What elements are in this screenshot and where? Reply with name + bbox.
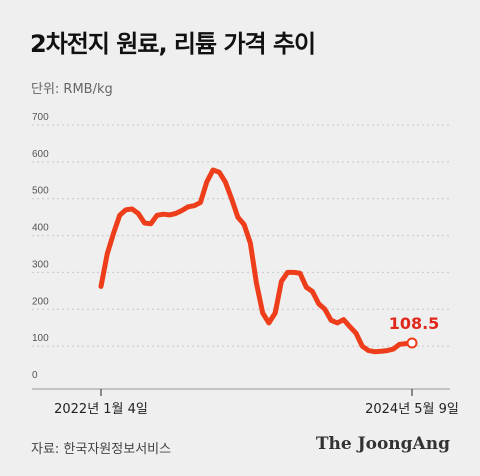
y-tick-label: 700	[32, 112, 49, 123]
brand-logo: The JoongAng	[315, 434, 450, 454]
series-line	[98, 167, 415, 355]
y-tick-label: 0	[32, 370, 38, 381]
x-tick-label: 2024년 5월 9일	[365, 402, 459, 417]
chart-title: 2차전지 원료, 리튬 가격 추이	[30, 30, 316, 58]
y-tick-label: 300	[32, 259, 49, 270]
end-marker-group: 108.5	[389, 314, 440, 349]
end-point-marker	[406, 337, 418, 349]
end-value-label: 108.5	[389, 314, 440, 333]
y-tick-label: 400	[32, 223, 49, 234]
y-axis-labels: 0 100 200 300 400 500 600 700	[32, 112, 49, 381]
gridlines	[32, 124, 450, 347]
x-tick-label: 2022년 1월 4일	[54, 402, 148, 417]
y-tick-label: 500	[32, 186, 49, 197]
x-axis: 2022년 1월 4일 2024년 5월 9일	[54, 389, 459, 417]
unit-label: 단위: RMB/kg	[31, 82, 113, 97]
source-note: 자료: 한국자원정보서비스	[31, 442, 172, 457]
y-tick-label: 100	[32, 333, 49, 344]
y-tick-label: 200	[32, 296, 49, 307]
y-tick-label: 600	[32, 149, 49, 160]
